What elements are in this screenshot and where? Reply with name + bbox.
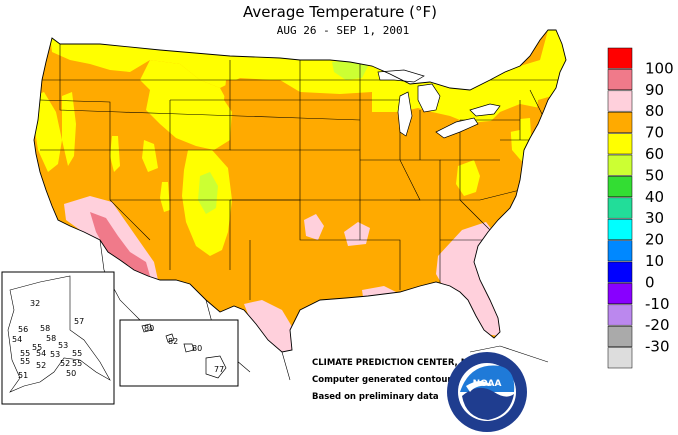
region-60s-wyoming	[142, 140, 158, 172]
alaska-inset-frame	[1, 271, 115, 405]
legend-swatch	[607, 240, 633, 262]
credit-center: CLIMATE PREDICTION CENTER, NOAA	[312, 358, 488, 368]
region-90s-desert	[90, 212, 150, 278]
alaska-station-label: 55	[72, 349, 82, 358]
region-60s-north	[50, 36, 372, 94]
region-70s-maine	[536, 96, 556, 128]
alaska-station-label: 50	[66, 369, 76, 378]
hawaii-station-label: 77	[214, 365, 224, 374]
legend-label: 0	[645, 273, 655, 291]
region-60s-pacific	[34, 92, 62, 172]
legend-swatch	[607, 261, 633, 283]
legend-label: 100	[645, 59, 674, 77]
alaska-station-label: 52	[36, 361, 46, 370]
map-title: Average Temperature (°F)	[243, 3, 437, 21]
alaska-station-label: 58	[40, 324, 50, 333]
legend-swatch	[607, 154, 633, 176]
legend-swatch	[607, 176, 633, 198]
state-boundaries	[34, 44, 566, 300]
legend-swatch	[607, 197, 633, 219]
hawaii-inset: 80 82 80 77	[119, 319, 239, 387]
region-50s-minnesota	[332, 60, 368, 80]
legend-swatch	[607, 69, 633, 91]
alaska-station-label: 57	[74, 317, 84, 326]
alaska-outline	[7, 275, 111, 393]
legend-label: -20	[645, 316, 670, 334]
legend-label: 20	[645, 231, 664, 249]
hawaii-islands-outline	[141, 323, 227, 379]
hawaii-inset-frame	[119, 319, 239, 387]
legend-label: 30	[645, 209, 664, 227]
alaska-station-label: 55	[20, 349, 30, 358]
alaska-station-label: 55	[32, 343, 42, 352]
great-lakes	[377, 69, 501, 139]
legend-label: 60	[645, 145, 664, 163]
alaska-station-label: 53	[50, 350, 60, 359]
hawaii-station-label: 80	[144, 324, 154, 333]
legend-label: -10	[645, 295, 670, 313]
region-80s-texas-coast	[244, 300, 296, 352]
credit-preliminary: Based on preliminary data	[312, 392, 439, 402]
alaska-station-label: 54	[36, 349, 46, 358]
legend-label: 70	[645, 124, 664, 142]
region-80s-oklahoma	[304, 214, 324, 240]
legend-swatch	[607, 133, 633, 155]
region-50s-colorado	[198, 172, 218, 214]
legend-label: -30	[645, 338, 670, 356]
alaska-station-label: 52	[60, 359, 70, 368]
legend-swatch	[607, 90, 633, 112]
hawaii-station-label: 80	[192, 344, 202, 353]
legend-swatch	[607, 304, 633, 326]
region-60s-nevada	[110, 136, 120, 172]
conus-outline	[33, 29, 567, 353]
alaska-station-label: 58	[46, 334, 56, 343]
alaska-station-label: 55	[72, 359, 82, 368]
cuba-outline	[469, 345, 549, 363]
alaska-station-label: 54	[12, 335, 22, 344]
alaska-station-label: 56	[18, 325, 28, 334]
alaska-station-label: 51	[18, 371, 28, 380]
legend-label: 50	[645, 166, 664, 184]
region-70s-dakotas	[224, 80, 300, 126]
legend-swatch	[607, 347, 633, 369]
alaska-station-label: 53	[58, 341, 68, 350]
credit-contours: Computer generated contours	[312, 375, 457, 385]
hawaii-station-label: 82	[168, 337, 178, 346]
alaska-station-label: 55	[20, 357, 30, 366]
region-60s-arizona	[160, 182, 170, 212]
legend-label: 40	[645, 188, 664, 206]
legend-label: 90	[645, 81, 664, 99]
noaa-logo: NOAA	[447, 352, 527, 432]
alaska-inset: 32 57 56 58 58 54 55 55 53 55 54 53 52 5…	[1, 271, 115, 405]
legend-swatch	[607, 218, 633, 240]
legend-swatch	[607, 325, 633, 347]
legend-label: 10	[645, 252, 664, 270]
legend-label: 80	[645, 102, 664, 120]
legend-swatch	[607, 47, 633, 69]
region-60s-montana	[140, 60, 232, 150]
legend-swatch	[607, 283, 633, 305]
map-date-range: AUG 26 - SEP 1, 2001	[277, 24, 409, 37]
legend-swatch	[607, 111, 633, 133]
noaa-logo-text: NOAA	[473, 379, 502, 389]
alaska-station-label: 32	[30, 299, 40, 308]
region-60s-appalachia	[456, 160, 480, 196]
